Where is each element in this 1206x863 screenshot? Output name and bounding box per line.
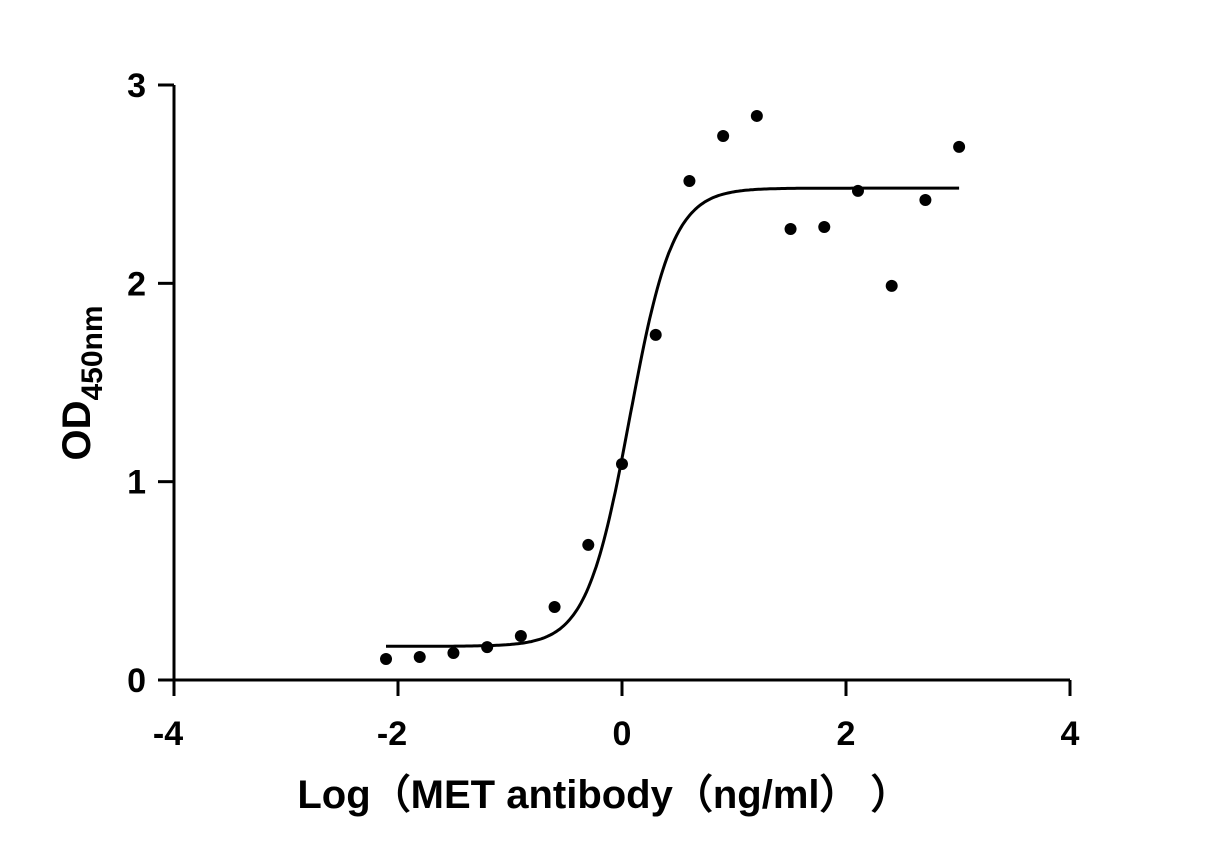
data-point bbox=[582, 538, 595, 551]
fit-curve bbox=[386, 186, 960, 648]
data-point bbox=[380, 652, 393, 665]
data-point bbox=[616, 458, 628, 471]
y-tick-label: 1 bbox=[127, 464, 146, 502]
y-tick-labels: 0 1 2 3 bbox=[127, 67, 146, 700]
y-tick-label: 0 bbox=[127, 662, 146, 700]
x-axis-label: Log（MET antibody（ng/ml） ） bbox=[297, 773, 910, 817]
data-point bbox=[750, 109, 763, 122]
x-tick-labels: -4 -2 0 2 4 bbox=[153, 715, 1080, 753]
data-points bbox=[380, 109, 966, 665]
y-tick-label: 2 bbox=[127, 265, 146, 303]
data-point bbox=[717, 129, 730, 142]
data-point bbox=[919, 194, 932, 207]
data-point bbox=[885, 279, 898, 292]
x-tick-label: 2 bbox=[837, 715, 856, 753]
x-tick-label: 0 bbox=[613, 715, 632, 753]
data-point bbox=[447, 647, 460, 660]
y-axis-label-main: OD bbox=[55, 401, 99, 461]
data-point bbox=[514, 629, 527, 642]
data-point bbox=[784, 222, 797, 235]
data-point bbox=[649, 328, 662, 341]
data-point bbox=[851, 184, 864, 197]
data-point bbox=[548, 601, 561, 614]
data-point bbox=[818, 221, 831, 234]
y-axis-label-subscript: 450nm bbox=[76, 305, 109, 400]
x-tick-label: -2 bbox=[377, 715, 407, 753]
axes bbox=[158, 83, 1072, 696]
y-axis-label: OD450nm bbox=[55, 305, 109, 460]
data-point bbox=[481, 641, 494, 654]
data-point bbox=[413, 650, 426, 663]
x-tick-label: -4 bbox=[153, 715, 183, 753]
x-tick-label: 4 bbox=[1061, 715, 1080, 753]
y-tick-label: 3 bbox=[127, 67, 146, 105]
data-point bbox=[953, 140, 966, 153]
data-point bbox=[683, 174, 696, 187]
